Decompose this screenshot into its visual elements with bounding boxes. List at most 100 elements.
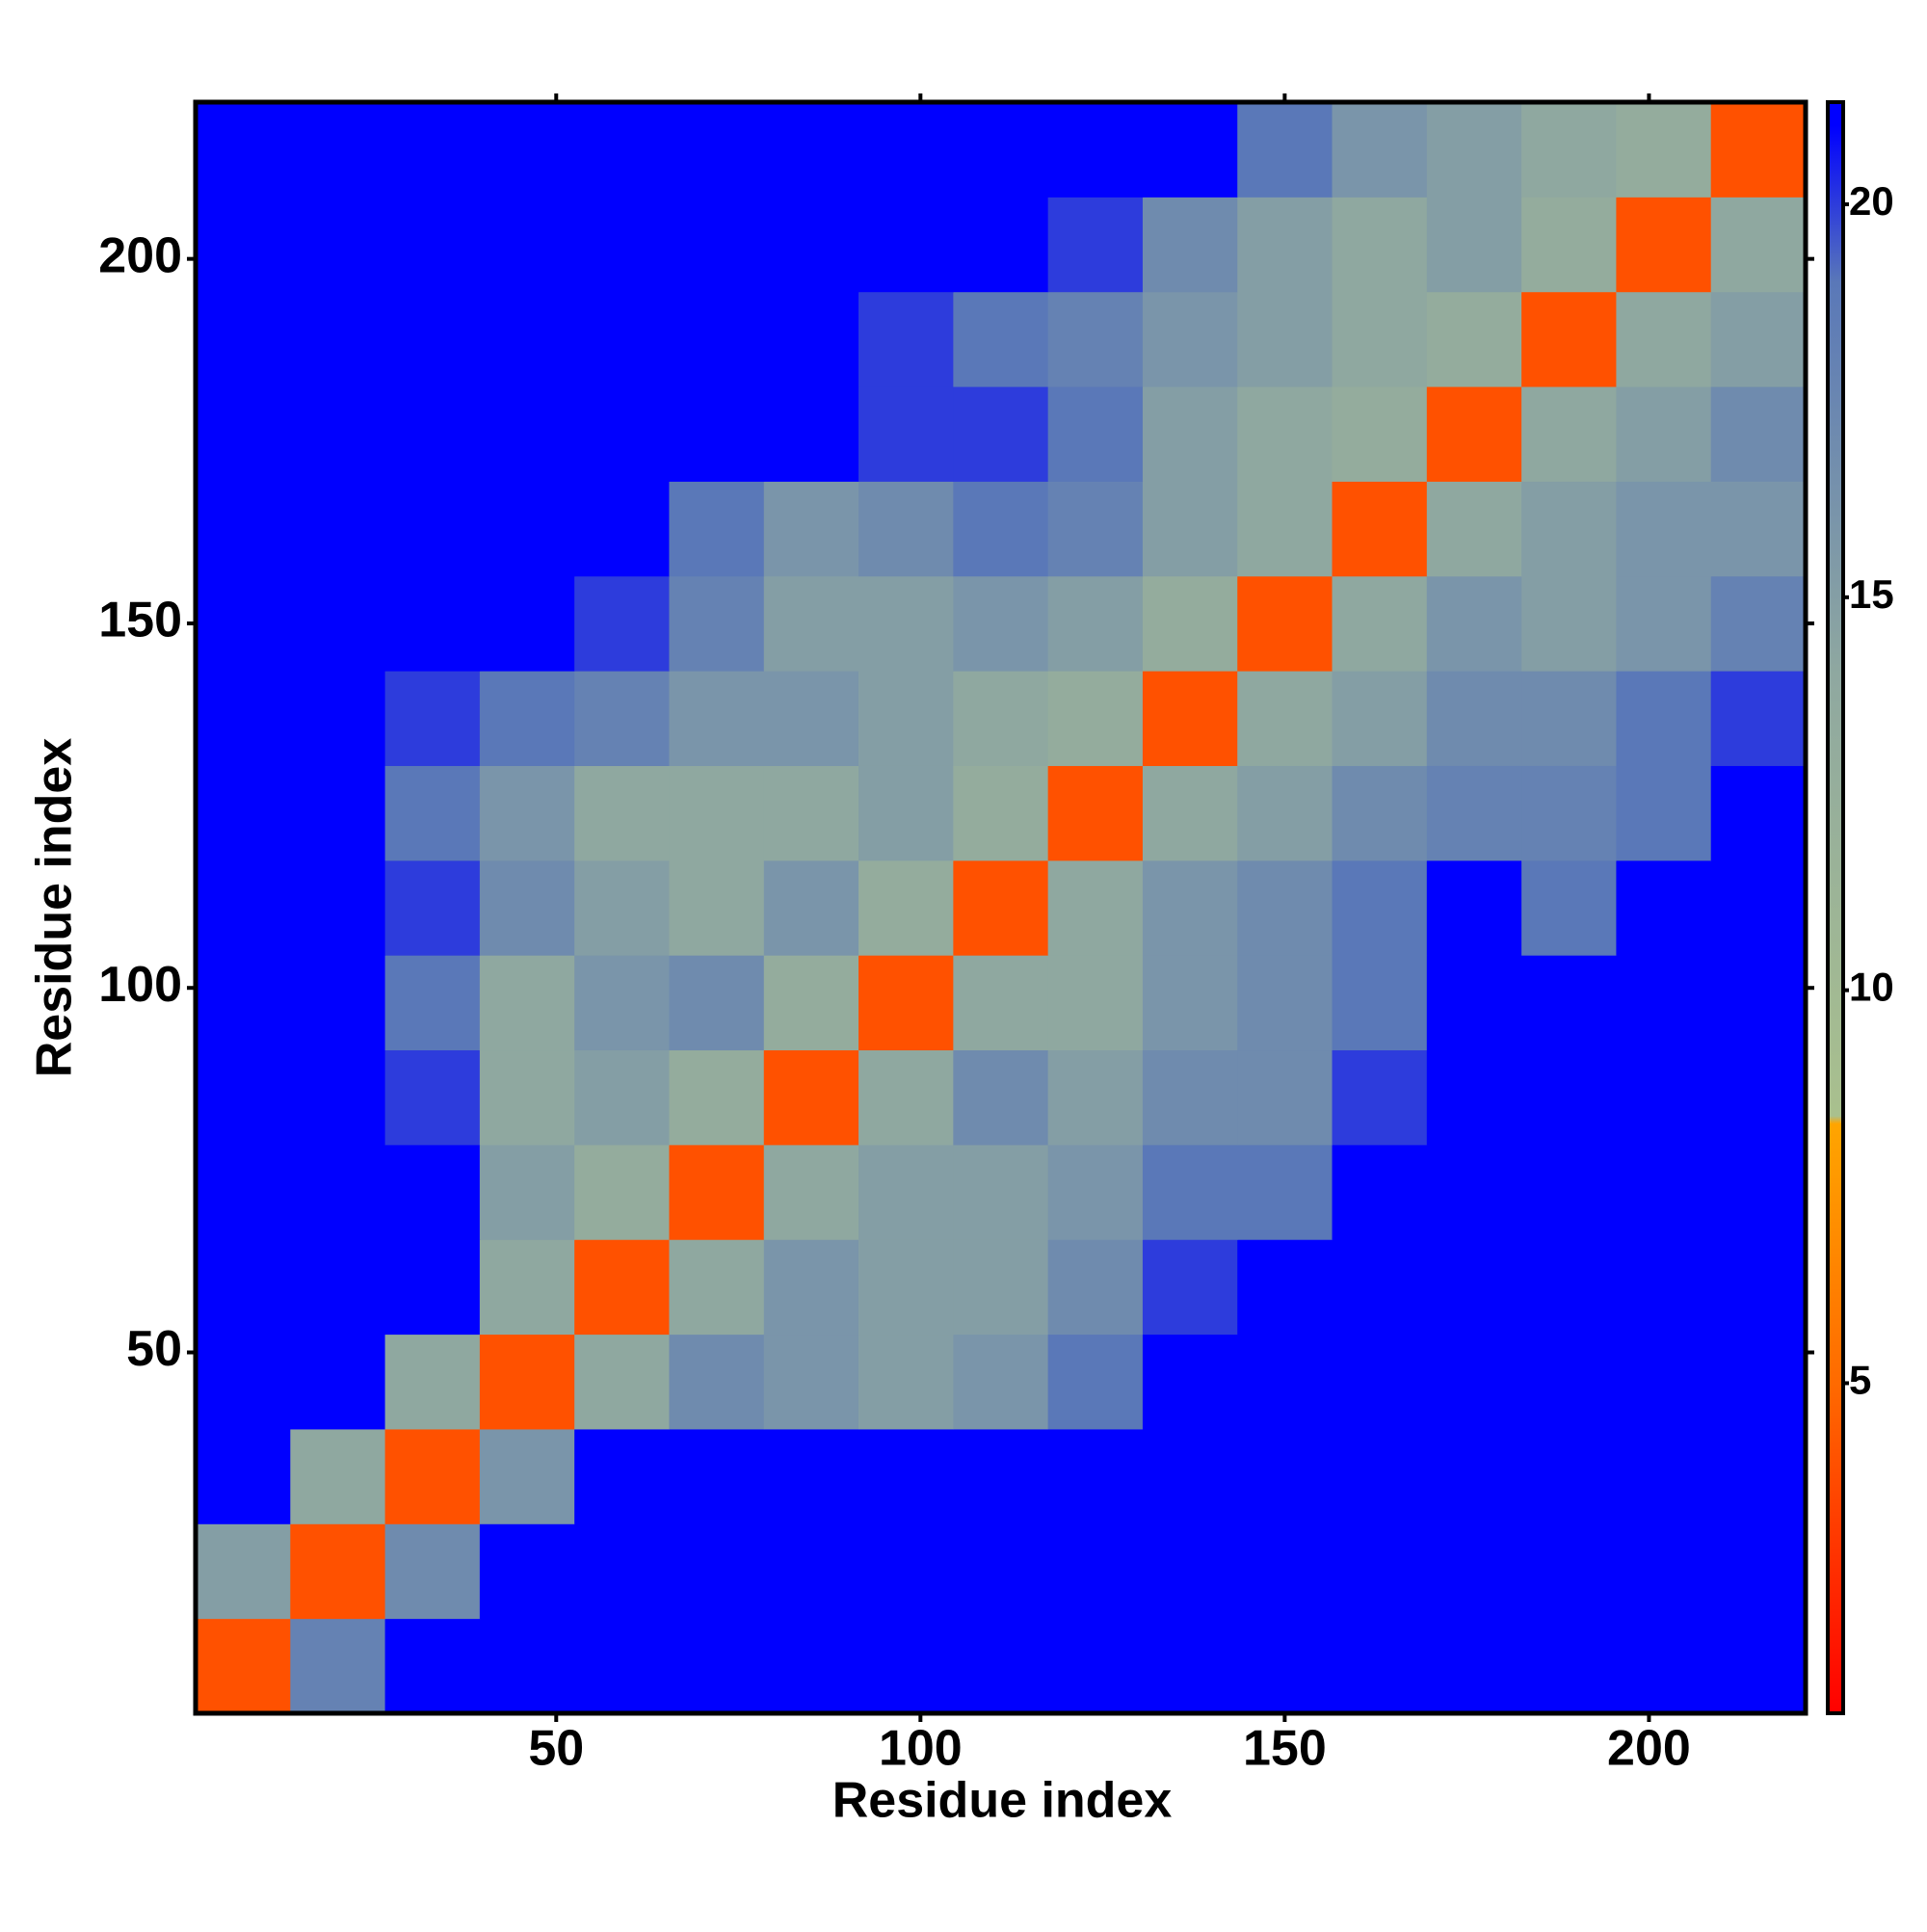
heatmap-cell: [384, 1144, 481, 1240]
heatmap-cell: [1142, 1523, 1238, 1620]
heatmap-cell: [1047, 197, 1144, 293]
colorbar-tick-label: 5: [1849, 1358, 1871, 1403]
heatmap-cell: [384, 386, 481, 482]
heatmap-cell: [1332, 386, 1428, 482]
heatmap-cell: [1521, 1239, 1617, 1336]
heatmap-cell: [1237, 860, 1333, 956]
heatmap-cell: [384, 102, 481, 198]
heatmap-cell: [1332, 765, 1428, 861]
heatmap-cell: [1237, 481, 1333, 577]
heatmap-cell: [290, 860, 386, 956]
heatmap-cell: [953, 291, 1049, 387]
heatmap-cell: [384, 765, 481, 861]
plot-frame: [193, 99, 1808, 1716]
heatmap-cell: [763, 1523, 859, 1620]
heatmap-cell: [1332, 291, 1428, 387]
y-tick-label: 50: [126, 1321, 182, 1377]
heatmap-cell: [1142, 671, 1238, 766]
heatmap-cell: [1521, 291, 1617, 387]
heatmap-cell: [1521, 955, 1617, 1051]
heatmap-cell: [1521, 765, 1617, 861]
heatmap-cell: [1616, 386, 1712, 482]
heatmap-cell: [858, 1239, 954, 1336]
heatmap-cell: [1616, 1239, 1712, 1336]
heatmap-cell: [290, 765, 386, 861]
heatmap-cell: [479, 1144, 575, 1240]
heatmap-cell: [763, 765, 859, 861]
heatmap-cell: [1047, 1428, 1144, 1524]
heatmap-cell: [1047, 1049, 1144, 1146]
heatmap-cell: [1710, 1239, 1807, 1336]
heatmap-cell: [858, 671, 954, 766]
heatmap-cell: [479, 1239, 575, 1336]
heatmap-cell: [1710, 1334, 1807, 1430]
heatmap-cell: [384, 1239, 481, 1336]
heatmap-cell: [1521, 575, 1617, 672]
heatmap-cell: [1426, 671, 1522, 766]
heatmap-cell: [384, 481, 481, 577]
heatmap-cell: [479, 1334, 575, 1430]
heatmap-cell: [384, 1334, 481, 1430]
heatmap-cell: [1426, 860, 1522, 956]
heatmap-cell: [1237, 197, 1333, 293]
y-axis-title: Residue index: [27, 738, 83, 1078]
heatmap-cell: [1047, 481, 1144, 577]
heatmap-cell: [290, 1523, 386, 1620]
heatmap-cell: [763, 1144, 859, 1240]
heatmap-cell: [858, 1523, 954, 1620]
heatmap-cell: [1426, 102, 1522, 198]
heatmap-cell: [1237, 955, 1333, 1051]
x-tick-label: 50: [528, 1721, 584, 1777]
heatmap-cell: [1047, 386, 1144, 482]
heatmap-cell: [384, 1618, 481, 1714]
heatmap-cell: [1332, 575, 1428, 672]
heatmap-cell: [1710, 1428, 1807, 1524]
heatmap-cell: [763, 575, 859, 672]
heatmap-cell: [384, 1428, 481, 1524]
heatmap-cell: [1332, 860, 1428, 956]
heatmap-cell: [858, 1618, 954, 1714]
heatmap-cell: [290, 671, 386, 766]
heatmap-cell: [1426, 1144, 1522, 1240]
heatmap-cell: [1237, 1428, 1333, 1524]
heatmap-cell: [1047, 1239, 1144, 1336]
heatmap-cell: [1521, 860, 1617, 956]
heatmap-cell: [1616, 1049, 1712, 1146]
heatmap-cell: [290, 1334, 386, 1430]
heatmap-cell: [669, 575, 765, 672]
heatmap-cell: [763, 1334, 859, 1430]
heatmap-cell: [953, 1428, 1049, 1524]
heatmap-cell: [1426, 386, 1522, 482]
y-tick-label: 150: [98, 593, 182, 648]
heatmap-cell: [1047, 955, 1144, 1051]
heatmap-cell: [1142, 291, 1238, 387]
heatmap-cell: [479, 1523, 575, 1620]
heatmap-cell: [479, 860, 575, 956]
heatmap-cell: [1521, 671, 1617, 766]
heatmap-cell: [574, 1049, 670, 1146]
heatmap-cell: [1426, 1428, 1522, 1524]
heatmap-cell: [953, 860, 1049, 956]
heatmap-cell: [196, 1334, 291, 1430]
heatmap-cell: [669, 386, 765, 482]
heatmap-cell: [574, 1334, 670, 1430]
heatmap-cell: [1047, 765, 1144, 861]
heatmap-cell: [858, 1049, 954, 1146]
heatmap-cell: [574, 291, 670, 387]
heatmap-cell: [196, 386, 291, 482]
heatmap-cell: [1047, 1523, 1144, 1620]
heatmap-cell: [1426, 575, 1522, 672]
heatmap-cell: [669, 1334, 765, 1430]
heatmap-cell: [1142, 1144, 1238, 1240]
heatmap-cell: [1616, 1428, 1712, 1524]
heatmap-cell: [1332, 1239, 1428, 1336]
heatmap-cell: [384, 291, 481, 387]
colorbar-tick-label: 10: [1849, 965, 1894, 1010]
heatmap-cell: [953, 1334, 1049, 1430]
heatmap-cell: [574, 102, 670, 198]
heatmap-cell: [1616, 860, 1712, 956]
heatmap-cell: [1332, 955, 1428, 1051]
heatmap-cell: [1710, 765, 1807, 861]
heatmap-cell: [196, 575, 291, 672]
heatmap-cell: [1237, 1049, 1333, 1146]
